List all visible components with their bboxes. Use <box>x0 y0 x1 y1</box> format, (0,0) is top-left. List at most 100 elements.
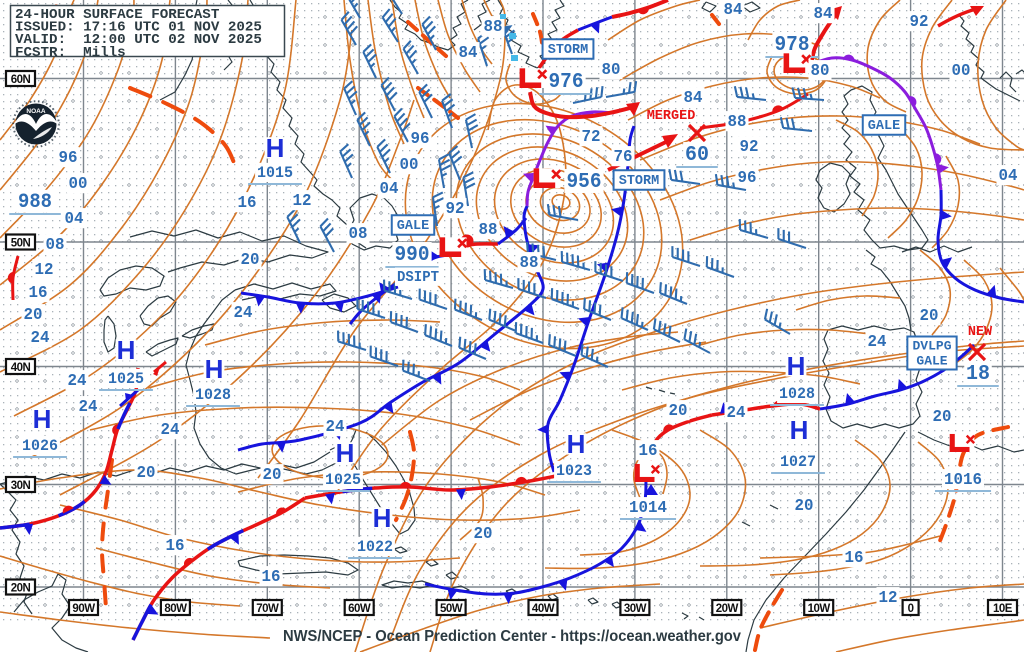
svg-text:976: 976 <box>549 71 584 94</box>
svg-text:ISSUED: 17:16 UTC 01 NOV 2025: ISSUED: 17:16 UTC 01 NOV 2025 <box>15 20 262 36</box>
svg-text:H: H <box>33 404 52 434</box>
svg-text:H: H <box>266 133 285 163</box>
svg-text:24: 24 <box>326 418 345 437</box>
svg-text:80: 80 <box>602 61 621 80</box>
svg-text:84: 84 <box>814 5 833 24</box>
svg-text:978: 978 <box>775 34 810 57</box>
svg-text:96: 96 <box>411 130 430 149</box>
svg-text:24: 24 <box>161 421 180 440</box>
svg-text:20N: 20N <box>11 582 31 594</box>
svg-text:04: 04 <box>380 180 399 199</box>
svg-text:1023: 1023 <box>556 462 592 480</box>
svg-text:00: 00 <box>400 156 419 175</box>
svg-text:20: 20 <box>263 466 282 485</box>
svg-text:FCSTR: Mills: FCSTR: Mills <box>15 45 126 61</box>
svg-text:H: H <box>117 335 136 365</box>
svg-text:84: 84 <box>459 44 478 63</box>
svg-text:24: 24 <box>234 304 253 323</box>
svg-text:60W: 60W <box>348 603 371 615</box>
svg-text:MERGED: MERGED <box>647 109 696 124</box>
svg-text:1026: 1026 <box>22 437 58 455</box>
svg-text:990: 990 <box>395 244 430 267</box>
svg-text:STORM: STORM <box>548 43 589 58</box>
svg-text:88: 88 <box>728 113 747 132</box>
svg-text:20: 20 <box>474 525 493 544</box>
svg-text:80W: 80W <box>164 603 187 615</box>
svg-text:16: 16 <box>238 194 257 213</box>
svg-text:NWS/NCEP - Ocean Prediction Ce: NWS/NCEP - Ocean Prediction Center - htt… <box>283 628 741 645</box>
svg-text:96: 96 <box>59 149 78 168</box>
svg-text:96: 96 <box>738 169 757 188</box>
svg-text:GALE: GALE <box>916 354 947 369</box>
svg-text:00: 00 <box>952 62 971 81</box>
svg-text:08: 08 <box>46 236 65 255</box>
svg-text:H: H <box>205 354 224 384</box>
svg-text:16: 16 <box>639 442 658 461</box>
svg-text:18: 18 <box>966 363 990 386</box>
svg-text:VALID: 12:00 UTC 02 NOV 2025: VALID: 12:00 UTC 02 NOV 2025 <box>15 32 262 48</box>
svg-text:NOAA: NOAA <box>26 108 45 115</box>
svg-text:88: 88 <box>479 221 498 240</box>
svg-text:92: 92 <box>740 138 759 157</box>
svg-text:80: 80 <box>811 62 830 81</box>
svg-text:20: 20 <box>920 307 939 326</box>
svg-text:H: H <box>790 415 809 445</box>
svg-text:956: 956 <box>567 171 602 194</box>
svg-text:70W: 70W <box>256 603 279 615</box>
svg-text:12: 12 <box>879 589 898 608</box>
svg-text:10W: 10W <box>808 603 831 615</box>
svg-text:30W: 30W <box>624 603 647 615</box>
svg-text:24: 24 <box>727 404 746 423</box>
svg-text:0: 0 <box>908 603 914 615</box>
svg-text:GALE: GALE <box>397 219 429 234</box>
svg-text:08: 08 <box>349 225 368 244</box>
svg-text:50W: 50W <box>440 603 463 615</box>
svg-text:92: 92 <box>446 200 465 219</box>
svg-text:1028: 1028 <box>779 385 815 403</box>
svg-text:16: 16 <box>29 284 48 303</box>
svg-text:24: 24 <box>868 333 887 352</box>
svg-text:20: 20 <box>241 251 260 270</box>
svg-text:16: 16 <box>166 537 185 556</box>
svg-text:88: 88 <box>484 18 503 37</box>
svg-text:1016: 1016 <box>944 471 982 490</box>
svg-text:84: 84 <box>724 1 743 20</box>
svg-text:DSIPT: DSIPT <box>397 269 439 286</box>
svg-text:30N: 30N <box>11 480 31 492</box>
svg-text:16: 16 <box>845 549 864 568</box>
svg-text:20W: 20W <box>716 603 739 615</box>
svg-text:1025: 1025 <box>108 370 144 388</box>
svg-text:10E: 10E <box>993 603 1013 615</box>
svg-text:H: H <box>567 429 586 459</box>
svg-text:24: 24 <box>79 398 98 417</box>
svg-text:DVLPG: DVLPG <box>912 339 951 354</box>
svg-text:84: 84 <box>684 89 703 108</box>
svg-text:1022: 1022 <box>357 538 393 556</box>
svg-text:88: 88 <box>520 254 539 273</box>
svg-text:12: 12 <box>35 261 54 280</box>
svg-text:20: 20 <box>137 464 156 483</box>
svg-text:20: 20 <box>669 402 688 421</box>
svg-text:988: 988 <box>18 191 52 214</box>
svg-text:H: H <box>373 503 392 533</box>
svg-text:1028: 1028 <box>195 386 231 404</box>
svg-text:00: 00 <box>69 175 88 194</box>
svg-text:20: 20 <box>795 497 814 516</box>
svg-text:04: 04 <box>999 167 1018 186</box>
svg-text:92: 92 <box>910 13 929 32</box>
svg-text:20: 20 <box>933 408 952 427</box>
svg-text:90W: 90W <box>72 603 95 615</box>
svg-text:24-HOUR SURFACE FORECAST: 24-HOUR SURFACE FORECAST <box>15 7 220 23</box>
svg-text:40W: 40W <box>532 603 555 615</box>
svg-text:NEW: NEW <box>968 325 993 340</box>
svg-text:1014: 1014 <box>629 499 667 518</box>
svg-text:H: H <box>336 438 355 468</box>
svg-text:1015: 1015 <box>257 164 293 182</box>
svg-text:20: 20 <box>24 306 43 325</box>
svg-text:12: 12 <box>293 192 312 211</box>
svg-text:04: 04 <box>65 210 84 229</box>
svg-text:1027: 1027 <box>780 453 816 471</box>
svg-text:76: 76 <box>614 148 633 167</box>
svg-text:24: 24 <box>31 329 50 348</box>
svg-text:50N: 50N <box>11 237 31 249</box>
